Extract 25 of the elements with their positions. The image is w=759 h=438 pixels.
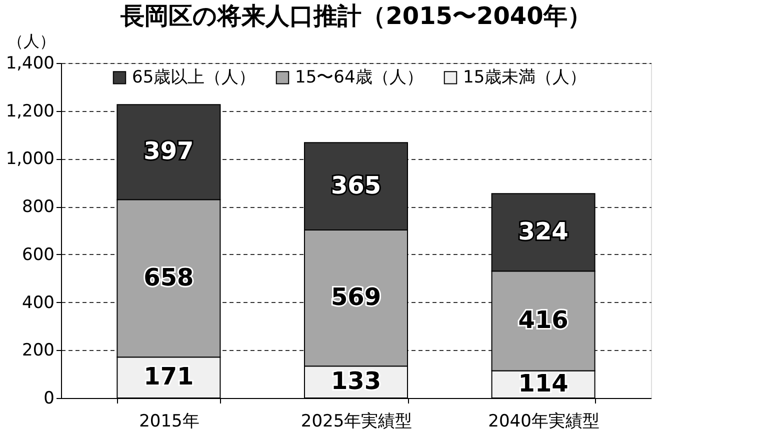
data-label: 324 bbox=[518, 217, 568, 246]
legend-label: 15歳未満（人） bbox=[463, 68, 587, 88]
y-tick-label: 1,400 bbox=[6, 54, 54, 74]
data-label: 365 bbox=[330, 171, 382, 200]
chart-title: 長岡区の将来人口推計（2015〜2040年） bbox=[120, 2, 592, 30]
y-tick-label: 1,200 bbox=[6, 101, 54, 122]
data-label: 133 bbox=[330, 367, 382, 396]
y-tick-label: 600 bbox=[22, 244, 54, 265]
data-label: 114 bbox=[518, 369, 568, 398]
y-tick-label: 200 bbox=[22, 340, 54, 361]
data-label: 416 bbox=[518, 306, 568, 334]
y-tick-label: 800 bbox=[22, 197, 54, 218]
legend-label: 15〜64歳（人） bbox=[295, 68, 424, 88]
x-tick-label: 2015年 bbox=[139, 412, 200, 432]
y-tick-label: 1,000 bbox=[6, 149, 54, 170]
data-label: 397 bbox=[144, 137, 194, 166]
y-tick-label: 0 bbox=[44, 388, 54, 408]
y-axis-title: （人） bbox=[8, 32, 56, 50]
data-label: 171 bbox=[144, 362, 194, 391]
data-label: 658 bbox=[144, 263, 194, 292]
x-tick-label: 2040年実績型 bbox=[488, 412, 600, 432]
legend-label: 65歳以上（人） bbox=[132, 68, 256, 88]
x-tick-label: 2025年実績型 bbox=[300, 412, 412, 432]
y-tick-label: 400 bbox=[22, 292, 54, 313]
data-label: 569 bbox=[330, 283, 382, 312]
